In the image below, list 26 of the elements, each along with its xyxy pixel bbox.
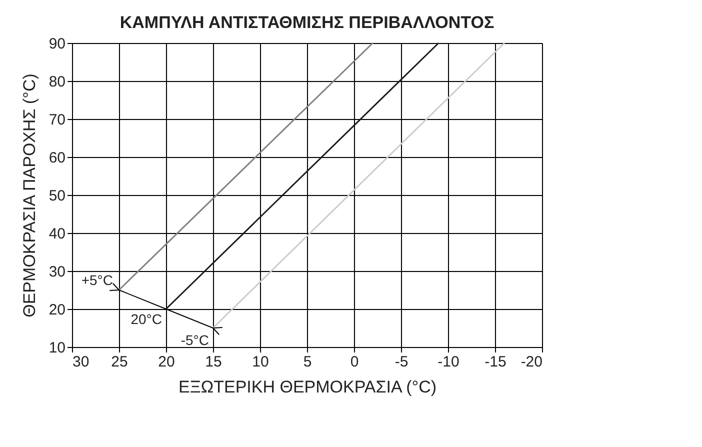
- y-tick-label: 90: [48, 36, 66, 52]
- y-tick-label: 80: [48, 74, 66, 90]
- x-tick-label: -20: [520, 354, 542, 370]
- y-tick-label: 20: [48, 302, 66, 318]
- x-tick-label: 20: [158, 354, 175, 370]
- chart-title: ΚΑΜΠΥΛΗ ΑΝΤΙΣΤΑΘΜΙΣΗΣ ΠΕΡΙΒΑΛΛΟΝΤΟΣ: [120, 13, 494, 32]
- x-tick-label: 30: [72, 354, 90, 370]
- y-tick-label: 50: [48, 188, 66, 204]
- x-tick-label: 15: [205, 354, 222, 370]
- annotation: +5°C: [81, 272, 113, 288]
- y-axis-title: ΘΕΡΜΟΚΡΑΣΙΑ ΠΑΡΟΧΗΣ (°C): [20, 74, 39, 318]
- y-tick-label: 40: [48, 226, 66, 242]
- x-tick-label: 10: [252, 354, 269, 370]
- y-tick-label: 70: [48, 112, 66, 128]
- x-tick-label: -15: [484, 354, 506, 370]
- x-tick-label: 25: [111, 354, 128, 370]
- y-tick-label: 60: [48, 150, 66, 166]
- x-tick-label: 5: [303, 354, 312, 370]
- y-tick-label: 10: [48, 340, 66, 356]
- x-axis-title: ΕΞΩΤΕΡΙΚΗ ΘΕΡΜΟΚΡΑΣΙΑ (°C): [178, 378, 437, 396]
- y-tick-label: 30: [48, 264, 66, 280]
- annotation: -5°C: [180, 332, 209, 348]
- x-tick-label: 0: [350, 354, 359, 370]
- x-tick-label: -10: [438, 354, 460, 370]
- annotation: 20°C: [130, 311, 162, 327]
- x-tick-label: -5: [394, 354, 408, 370]
